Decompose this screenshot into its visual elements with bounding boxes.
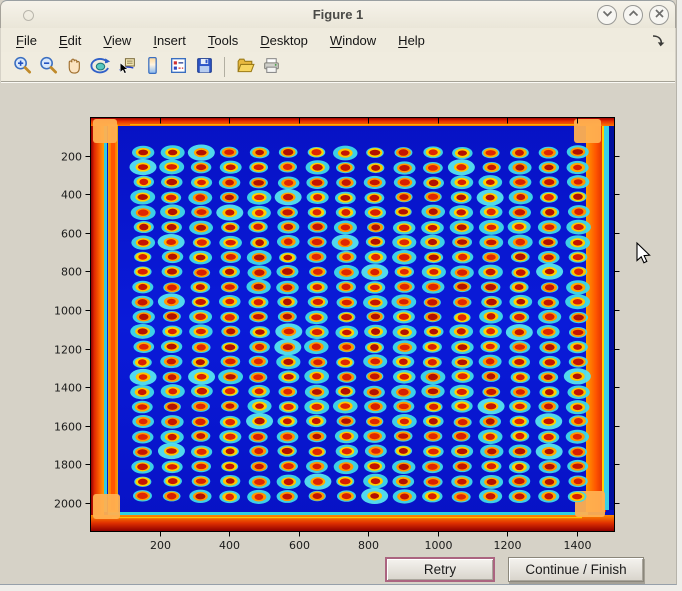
toolbar (1, 52, 675, 82)
y-tick-label: 800 (61, 266, 82, 279)
y-tick-label: 600 (61, 228, 82, 241)
menu-item-tools[interactable]: Tools (207, 32, 239, 48)
y-tick-label: 200 (61, 151, 82, 164)
window-title: Figure 1 (312, 7, 364, 22)
y-tick-label: 2000 (54, 498, 82, 511)
menu-overflow-icon[interactable] (651, 33, 665, 47)
print-button[interactable] (258, 54, 284, 80)
data-cursor-button[interactable] (113, 54, 139, 80)
colorbar-icon (142, 55, 163, 79)
menu-item-edit[interactable]: Edit (58, 32, 82, 48)
zoom-in-button[interactable] (9, 54, 35, 80)
x-tick-label: 600 (289, 539, 310, 552)
zoom-in-icon (12, 55, 33, 79)
menu-item-help[interactable]: Help (398, 32, 425, 48)
menu-item-view[interactable]: View (103, 32, 132, 48)
open-folder-icon (235, 55, 256, 79)
figure-canvas: 200 400 600 800 1000 1200 1400 200 400 600 800 1000… (1, 83, 672, 583)
save-icon (194, 55, 215, 79)
rotate-3d-button[interactable] (87, 54, 113, 80)
save-button[interactable] (191, 54, 217, 80)
y-tick-label: 1200 (54, 344, 82, 357)
heatmap-plot[interactable]: 200 400 600 800 1000 1200 1400 200 400 600 800 1000… (1, 83, 672, 583)
menu-item-window[interactable]: Window (329, 32, 377, 48)
y-tick-label: 1400 (54, 382, 82, 395)
window-minimize-button[interactable] (597, 5, 617, 25)
well-dot-grid (129, 144, 591, 505)
y-tick-label: 1000 (54, 305, 82, 318)
zoom-out-icon (38, 55, 59, 79)
menu-item-desktop[interactable]: Desktop (260, 32, 308, 48)
window-close-button[interactable] (649, 5, 669, 25)
x-tick-label: 400 (219, 539, 240, 552)
menubar: File Edit View Insert Tools Desktop Window Help (1, 28, 675, 53)
toolbar-separator (224, 56, 225, 77)
data-cursor-icon (116, 55, 137, 79)
colorbar-button[interactable] (139, 54, 165, 80)
titlebar[interactable]: Figure 1 (0, 0, 676, 28)
axes: 200 400 600 800 1000 1200 1400 200 400 600 800 1000… (54, 117, 620, 552)
zoom-out-button[interactable] (35, 54, 61, 80)
print-icon (261, 55, 282, 79)
menu-item-insert[interactable]: Insert (153, 32, 186, 48)
window-controls (597, 5, 669, 25)
y-tick-label: 400 (61, 189, 82, 202)
pan-icon (64, 55, 85, 79)
y-tick-label: 1800 (54, 459, 82, 472)
x-tick-label: 1000 (425, 539, 453, 552)
chevron-down-icon (599, 5, 616, 25)
rotate-3d-icon (89, 55, 111, 79)
x-tick-label: 800 (358, 539, 379, 552)
x-tick-label: 1200 (494, 539, 522, 552)
x-tick-label: 200 (150, 539, 171, 552)
insert-legend-icon (168, 55, 189, 79)
window-maximize-button[interactable] (623, 5, 643, 25)
window-icon (23, 10, 34, 21)
mouse-cursor (636, 241, 651, 264)
pan-button[interactable] (61, 54, 87, 80)
chevron-up-icon (625, 5, 642, 25)
x-icon (651, 5, 668, 25)
menu-item-file[interactable]: File (16, 32, 37, 48)
y-tick-label: 1600 (54, 421, 82, 434)
continue-finish-button[interactable]: Continue / Finish (508, 557, 644, 582)
retry-button[interactable]: Retry (385, 557, 495, 582)
open-folder-button[interactable] (232, 54, 258, 80)
insert-legend-button[interactable] (165, 54, 191, 80)
x-tick-label: 1400 (564, 539, 592, 552)
